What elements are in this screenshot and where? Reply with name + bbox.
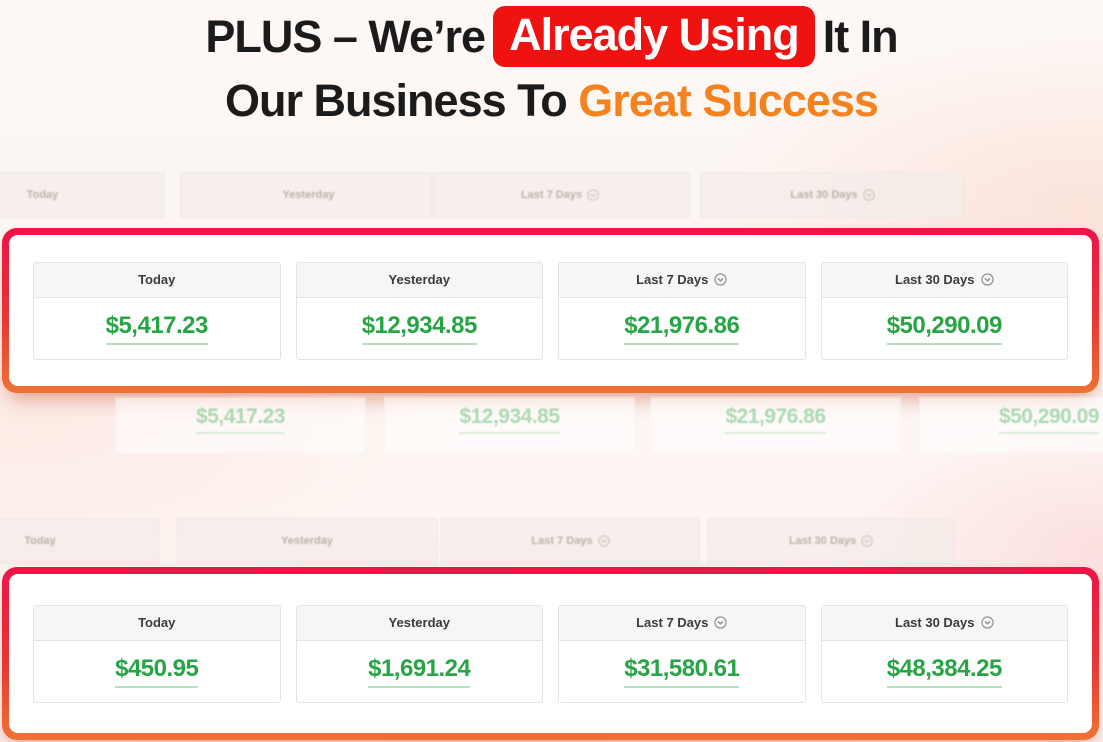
faded-stat-header: Yesterday (180, 172, 437, 218)
stat-card-last-30-days: Last 30 Days $48,384.25 (820, 604, 1068, 703)
faded-stat-header: Yesterday (176, 518, 438, 564)
stat-card-yesterday: Yesterday $12,934.85 (295, 261, 543, 360)
faded-stat-label: Yesterday (281, 535, 333, 547)
faded-header-row-2: Today Yesterday Last 7 Days Last 30 Days (0, 518, 1103, 564)
stat-card-header-dropdown[interactable]: Last 7 Days (559, 605, 805, 641)
headline-line-1: PLUS – We’re Already Using It In (0, 4, 1103, 68)
stat-card-body: $5,417.23 (34, 298, 280, 359)
stat-card-label: Yesterday (388, 615, 450, 630)
earnings-panel-1: Today $5,417.23 Yesterday $12,934.85 Las… (2, 228, 1099, 393)
faded-stat-label: Last 30 Days (790, 189, 858, 201)
stat-value-link[interactable]: $450.95 (115, 655, 199, 688)
chevron-down-icon (597, 535, 610, 547)
faded-stat-card: $50,290.09 (919, 397, 1103, 454)
stat-card-last-7-days: Last 7 Days $31,580.61 (558, 604, 806, 703)
faded-stat-header: Last 30 Days (707, 518, 955, 564)
earnings-panel-2: Today $450.95 Yesterday $1,691.24 Last 7… (2, 567, 1099, 740)
stat-value-link[interactable]: $12,934.85 (361, 312, 477, 345)
headline-text-prefix: PLUS – We’re (205, 10, 486, 62)
stat-value-link[interactable]: $31,580.61 (624, 655, 740, 688)
faded-stat-value: $5,417.23 (196, 405, 285, 434)
stat-card-label: Today (138, 272, 176, 287)
stat-card-yesterday: Yesterday $1,691.24 (295, 604, 543, 703)
stat-card-body: $21,976.86 (559, 298, 805, 359)
stat-value-link[interactable]: $50,290.09 (886, 312, 1002, 345)
stat-card-body: $48,384.25 (822, 641, 1068, 702)
stat-card-today: Today $5,417.23 (33, 261, 281, 360)
headline-accent: Great Success (578, 74, 879, 126)
earnings-panel-2-inner: Today $450.95 Yesterday $1,691.24 Last 7… (9, 574, 1092, 733)
faded-header-row-1: Today Yesterday Last 7 Days Last 30 Days (0, 172, 1103, 218)
stat-card-body: $450.95 (34, 641, 280, 702)
faded-stat-header: Last 30 Days (700, 172, 965, 218)
stat-card-label: Yesterday (388, 272, 450, 287)
faded-stat-value: $50,290.09 (998, 405, 1100, 434)
stat-value-link[interactable]: $48,384.25 (886, 655, 1002, 688)
stat-card-body: $12,934.85 (297, 298, 543, 359)
stat-card-header-dropdown[interactable]: Last 7 Days (559, 262, 805, 298)
chevron-down-icon (587, 189, 599, 201)
chevron-down-icon (861, 535, 873, 547)
stat-card-header-dropdown[interactable]: Last 30 Days (821, 605, 1067, 641)
stat-card-today: Today $450.95 (33, 604, 281, 703)
headline: PLUS – We’re Already Using It In Our Bus… (0, 4, 1103, 132)
earnings-panel-1-inner: Today $5,417.23 Yesterday $12,934.85 Las… (9, 235, 1092, 386)
faded-stat-header: Last 7 Days (441, 518, 700, 564)
headline-line-2: Our Business To Great Success (0, 68, 1103, 132)
faded-stat-header: Last 7 Days (430, 172, 690, 218)
faded-stat-label: Yesterday (282, 189, 335, 201)
chevron-down-icon (862, 189, 875, 201)
faded-stat-label: Today (24, 535, 56, 547)
chevron-down-icon[interactable] (714, 616, 728, 629)
stat-card-header: Yesterday (296, 605, 542, 641)
chevron-down-icon[interactable] (980, 273, 994, 286)
stat-card-label: Today (138, 615, 176, 630)
chevron-down-icon[interactable] (714, 273, 728, 286)
faded-values-row: $5,417.23 $12,934.85 $21,976.86 $50,290.… (0, 397, 1103, 454)
stat-card-last-7-days: Last 7 Days $21,976.86 (558, 261, 806, 360)
faded-stat-value: $12,934.85 (459, 405, 560, 434)
faded-stat-label: Today (26, 189, 59, 201)
stat-value-link[interactable]: $1,691.24 (368, 655, 471, 688)
stat-value-link[interactable]: $21,976.86 (624, 312, 740, 345)
faded-stat-value: $21,976.86 (725, 405, 826, 434)
stat-card-body: $1,691.24 (297, 641, 543, 702)
faded-stat-label: Last 30 Days (788, 535, 857, 547)
faded-stat-header: Today (0, 172, 165, 218)
stat-card-header: Yesterday (296, 262, 542, 298)
faded-stat-card: $5,417.23 (115, 397, 366, 454)
stat-value-link[interactable]: $5,417.23 (105, 312, 208, 345)
stat-card-last-30-days: Last 30 Days $50,290.09 (820, 261, 1068, 360)
stat-card-label: Last 30 Days (895, 615, 975, 630)
stat-card-label: Last 7 Days (636, 615, 709, 630)
faded-stat-header: Today (0, 518, 160, 564)
chevron-down-icon[interactable] (980, 616, 994, 629)
headline-highlight: Already Using (493, 5, 815, 67)
stat-card-header-dropdown[interactable]: Last 30 Days (821, 262, 1067, 298)
faded-stat-card: $21,976.86 (650, 397, 901, 454)
faded-stat-label: Last 7 Days (531, 535, 593, 547)
headline-text-prefix: Our Business To (225, 74, 579, 126)
stat-card-header: Today (34, 605, 280, 641)
faded-stat-label: Last 7 Days (520, 189, 583, 201)
headline-text-suffix: It In (822, 10, 899, 62)
stat-card-body: $31,580.61 (559, 641, 805, 702)
stat-card-label: Last 7 Days (636, 272, 709, 287)
stat-card-header: Today (34, 262, 280, 298)
stat-card-label: Last 30 Days (895, 272, 975, 287)
stat-card-body: $50,290.09 (822, 298, 1068, 359)
faded-stat-card: $12,934.85 (384, 397, 635, 454)
